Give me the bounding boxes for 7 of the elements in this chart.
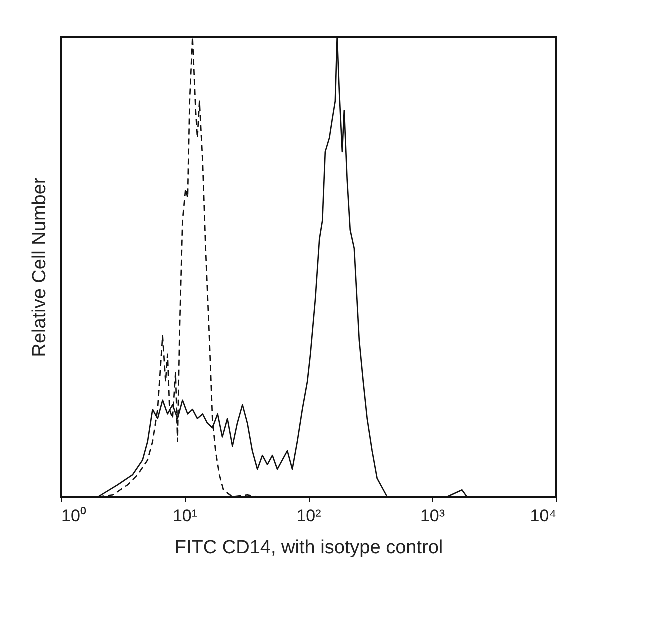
x-tick-label: 10⁰ [62, 506, 86, 526]
x-tick-label: 10² [296, 506, 322, 526]
x-axis-title: FITC CD14, with isotype control [174, 538, 444, 558]
y-axis-title: Relative Cell Number [30, 177, 50, 358]
x-tick-label: 10¹ [172, 506, 198, 526]
x-tick-label: 10⁴ [530, 506, 556, 526]
x-tick-label: 10³ [420, 506, 446, 526]
